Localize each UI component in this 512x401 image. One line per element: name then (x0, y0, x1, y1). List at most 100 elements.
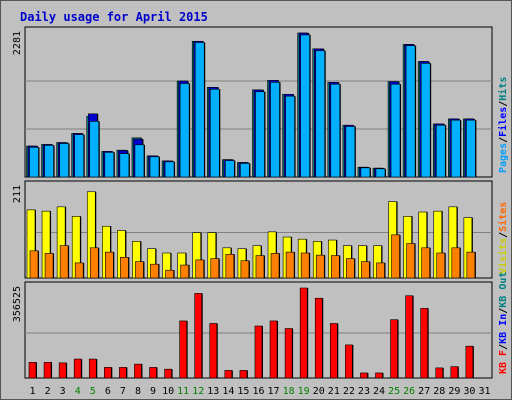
bar-visits-sites-sites-25 (391, 234, 400, 279)
bar-hits-files-pages-pages-12 (194, 42, 205, 178)
day-label-27: 27 (418, 386, 430, 397)
legend-item-kbf-kbin-kbout-0: KB F (498, 350, 509, 374)
legend-item-hits-files-pages-3: / (498, 101, 509, 107)
bar-hits-files-pages-pages-23 (360, 167, 371, 178)
bar-visits-sites-sites-5 (89, 247, 99, 279)
day-label-12: 12 (192, 386, 204, 397)
legend-item-kbf-kbin-kbout-2: KB In (498, 314, 509, 344)
bar-kbf-kbin-kbout-kb-f-9 (149, 367, 157, 379)
bar-visits-sites-sites-11 (180, 264, 189, 279)
bar-kbf-kbin-kbout-kb-f-1 (28, 362, 37, 379)
bar-kbf-kbin-kbout-kb-f-8 (134, 363, 142, 379)
bar-kbf-kbin-kbout-kb-f-18 (284, 328, 293, 379)
legend-item-visits-sites-0: Visits (497, 238, 509, 274)
bar-hits-files-pages-pages-30 (466, 119, 476, 178)
day-label-24: 24 (373, 386, 385, 397)
bar-hits-files-pages-pages-7 (119, 153, 130, 178)
bar-kbf-kbin-kbout-kb-f-6 (104, 367, 112, 379)
bar-visits-sites-sites-4 (74, 262, 84, 279)
legend-item-hits-files-pages-1: / (498, 137, 509, 143)
bar-kbf-kbin-kbout-kb-f-12 (194, 293, 203, 379)
bar-hits-files-pages-pages-28 (435, 124, 446, 178)
bar-visits-sites-sites-23 (361, 261, 370, 279)
bar-hits-files-pages-pages-17 (270, 82, 280, 178)
bar-kbf-kbin-kbout-kb-f-5 (88, 358, 97, 379)
day-label-29: 29 (448, 386, 460, 397)
day-label-19: 19 (298, 386, 310, 397)
legend-hits-files-pages: Pages/Files/Hits (497, 77, 509, 173)
day-label-11: 11 (177, 386, 189, 397)
bar-visits-sites-sites-26 (406, 243, 415, 279)
day-label-8: 8 (135, 386, 141, 397)
bar-hits-files-pages-pages-29 (451, 119, 461, 178)
bar-kbf-kbin-kbout-kb-f-3 (58, 362, 67, 379)
chart-title: Daily usage for April 2015 (20, 10, 208, 24)
bar-visits-sites-sites-30 (466, 251, 476, 279)
day-label-9: 9 (150, 386, 156, 397)
bar-visits-sites-sites-21 (330, 255, 340, 279)
bar-hits-files-pages-pages-9 (149, 156, 160, 178)
bar-kbf-kbin-kbout-kb-f-11 (179, 320, 187, 379)
bar-kbf-kbin-kbout-kb-f-20 (314, 297, 323, 379)
bar-kbf-kbin-kbout-kb-f-30 (465, 345, 474, 379)
max-label-visits-sites: 211 (12, 185, 23, 203)
bar-kbf-kbin-kbout-kb-f-4 (73, 358, 82, 379)
legend-item-kbf-kbin-kbout-3: / (498, 308, 509, 314)
bar-kbf-kbin-kbout-kb-f-2 (43, 362, 52, 379)
day-label-6: 6 (105, 386, 111, 397)
legend-visits-sites: Visits/Sites (497, 202, 509, 274)
bar-hits-files-pages-pages-14 (225, 160, 235, 178)
day-label-16: 16 (252, 386, 264, 397)
bar-kbf-kbin-kbout-kb-f-15 (239, 370, 248, 379)
legend-item-hits-files-pages-0: Pages (498, 143, 509, 173)
day-label-28: 28 (433, 386, 445, 397)
day-label-22: 22 (343, 386, 355, 397)
legend-item-hits-files-pages-4: Hits (497, 77, 509, 101)
bar-hits-files-pages-pages-11 (179, 83, 190, 178)
bar-visits-sites-sites-24 (376, 262, 385, 279)
legend-item-visits-sites-2: Sites (497, 202, 509, 232)
day-label-2: 2 (45, 386, 51, 397)
bar-kbf-kbin-kbout-kb-f-13 (209, 323, 218, 379)
bar-visits-sites-sites-27 (421, 247, 430, 279)
day-label-31: 31 (478, 386, 490, 397)
bar-hits-files-pages-pages-15 (240, 163, 250, 178)
bar-visits-sites-sites-19 (300, 252, 310, 279)
bar-visits-sites-sites-7 (120, 256, 129, 279)
day-label-26: 26 (403, 386, 415, 397)
bar-visits-sites-sites-17 (270, 253, 280, 279)
day-label-21: 21 (328, 386, 340, 397)
bar-hits-files-pages-pages-5 (89, 121, 100, 178)
bar-visits-sites-sites-3 (59, 245, 69, 279)
bar-kbf-kbin-kbout-kb-f-17 (269, 320, 278, 379)
legend-item-kbf-kbin-kbout-1: / (498, 344, 509, 350)
bar-kbf-kbin-kbout-kb-f-23 (360, 372, 368, 379)
bar-hits-files-pages-pages-25 (390, 83, 401, 178)
day-label-5: 5 (90, 386, 96, 397)
bar-visits-sites-sites-1 (29, 250, 39, 279)
bar-hits-files-pages-pages-21 (330, 83, 341, 178)
day-label-30: 30 (463, 386, 475, 397)
legend-item-kbf-kbin-kbout-4: KB Out (498, 272, 509, 308)
day-label-20: 20 (313, 386, 325, 397)
bar-visits-sites-sites-16 (255, 255, 265, 279)
bar-hits-files-pages-pages-16 (255, 91, 265, 178)
bar-hits-files-pages-pages-4 (74, 134, 84, 178)
bar-visits-sites-sites-15 (240, 260, 250, 279)
bar-hits-files-pages-pages-26 (405, 45, 416, 178)
bar-kbf-kbin-kbout-kb-f-16 (254, 325, 263, 379)
bar-kbf-kbin-kbout-kb-f-27 (420, 308, 428, 379)
day-label-15: 15 (237, 386, 249, 397)
bar-hits-files-pages-pages-13 (209, 88, 220, 178)
bar-visits-sites-sites-22 (346, 258, 355, 279)
bar-hits-files-pages-pages-19 (300, 34, 310, 178)
bar-visits-sites-sites-28 (436, 252, 446, 279)
bar-visits-sites-sites-29 (451, 247, 461, 279)
legend-item-visits-sites-1: / (498, 232, 509, 238)
bar-hits-files-pages-pages-3 (59, 143, 69, 178)
day-label-18: 18 (283, 386, 295, 397)
bar-kbf-kbin-kbout-kb-f-7 (119, 367, 127, 379)
day-label-17: 17 (268, 386, 280, 397)
bar-kbf-kbin-kbout-kb-f-25 (390, 319, 398, 379)
